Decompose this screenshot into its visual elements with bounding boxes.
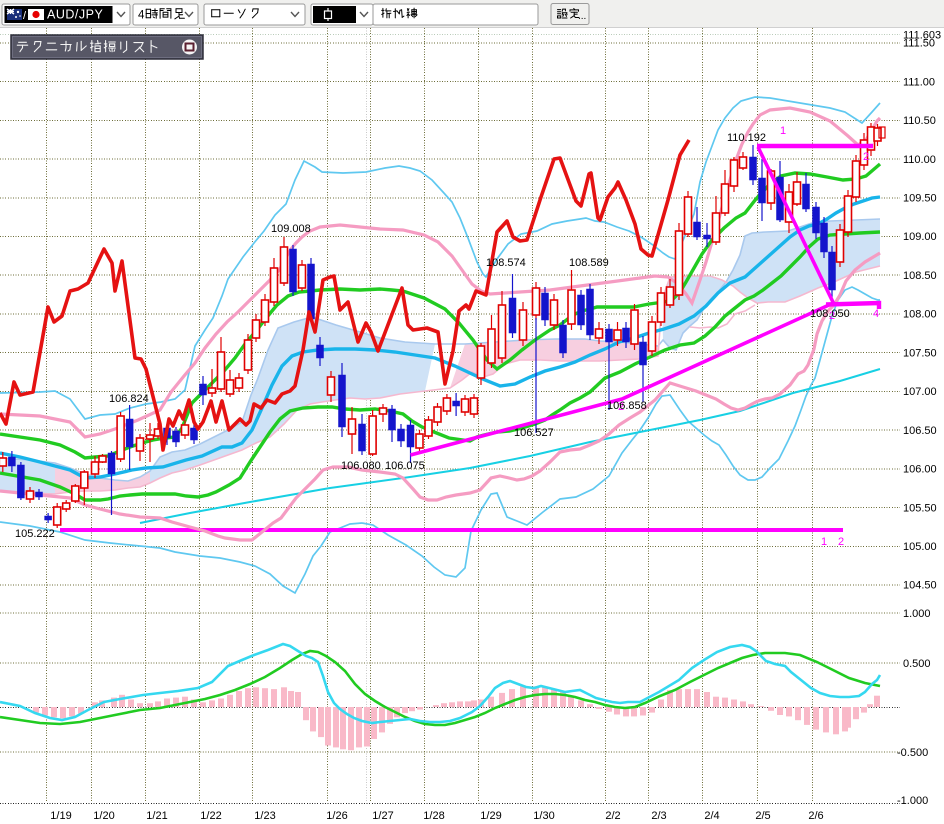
svg-text:110.50: 110.50 <box>903 115 936 127</box>
svg-text:107.00: 107.00 <box>903 386 937 398</box>
svg-text:105.222: 105.222 <box>15 528 55 540</box>
svg-text:/: / <box>23 10 27 22</box>
svg-text:2/2: 2/2 <box>605 810 620 822</box>
svg-text:1/20: 1/20 <box>93 810 114 822</box>
svg-text:...: ... <box>578 11 586 22</box>
svg-text:106.824: 106.824 <box>109 393 149 405</box>
svg-text:109.008: 109.008 <box>271 223 311 235</box>
svg-text:-0.500: -0.500 <box>897 747 928 759</box>
svg-text:106.50: 106.50 <box>903 425 937 437</box>
svg-text:108.574: 108.574 <box>486 257 526 269</box>
svg-text:106.080: 106.080 <box>341 460 381 472</box>
svg-text:1: 1 <box>821 536 827 548</box>
svg-text:1/22: 1/22 <box>200 810 221 822</box>
svg-text:105.00: 105.00 <box>903 541 937 553</box>
svg-text:1/23: 1/23 <box>254 810 275 822</box>
svg-text:104.50: 104.50 <box>903 580 937 592</box>
svg-text:105.50: 105.50 <box>903 502 937 514</box>
svg-text:108.00: 108.00 <box>903 309 937 321</box>
svg-text:108.589: 108.589 <box>569 257 609 269</box>
svg-text:1/30: 1/30 <box>533 810 554 822</box>
svg-text:110.192: 110.192 <box>727 132 766 144</box>
svg-text:1/28: 1/28 <box>423 810 444 822</box>
svg-text:1.000: 1.000 <box>903 608 931 620</box>
svg-text:1/29: 1/29 <box>480 810 501 822</box>
svg-text:2/3: 2/3 <box>651 810 666 822</box>
svg-text:AUD/JPY: AUD/JPY <box>47 8 103 22</box>
svg-text:2/4: 2/4 <box>704 810 719 822</box>
svg-text:2/6: 2/6 <box>808 810 823 822</box>
svg-text:109.50: 109.50 <box>903 193 937 205</box>
svg-text:106.075: 106.075 <box>385 460 425 472</box>
svg-text:108.50: 108.50 <box>903 270 937 282</box>
svg-text:106.858: 106.858 <box>607 400 647 412</box>
svg-text:4: 4 <box>873 308 879 320</box>
svg-text:111.50: 111.50 <box>903 38 935 50</box>
svg-text:2: 2 <box>618 401 624 413</box>
svg-text:0.500: 0.500 <box>903 658 931 670</box>
svg-text:106.00: 106.00 <box>903 464 937 476</box>
svg-text:111.00: 111.00 <box>903 76 935 88</box>
svg-text:1/26: 1/26 <box>326 810 347 822</box>
svg-text:108.050: 108.050 <box>810 308 850 320</box>
svg-text:2: 2 <box>863 151 869 163</box>
svg-text:2: 2 <box>838 536 844 548</box>
svg-text:1/19: 1/19 <box>50 810 71 822</box>
svg-text:-1.000: -1.000 <box>897 795 928 807</box>
svg-text:1/27: 1/27 <box>372 810 393 822</box>
svg-text:1/21: 1/21 <box>146 810 167 822</box>
svg-text:2/5: 2/5 <box>755 810 770 822</box>
svg-text:106.527: 106.527 <box>514 427 554 439</box>
svg-text:2: 2 <box>829 310 835 322</box>
svg-text:111.603: 111.603 <box>903 30 941 42</box>
svg-text:109.00: 109.00 <box>903 231 937 243</box>
svg-text:1: 1 <box>780 125 786 137</box>
svg-text:110.00: 110.00 <box>903 154 936 166</box>
svg-text:4: 4 <box>138 10 145 22</box>
svg-text:107.50: 107.50 <box>903 347 937 359</box>
